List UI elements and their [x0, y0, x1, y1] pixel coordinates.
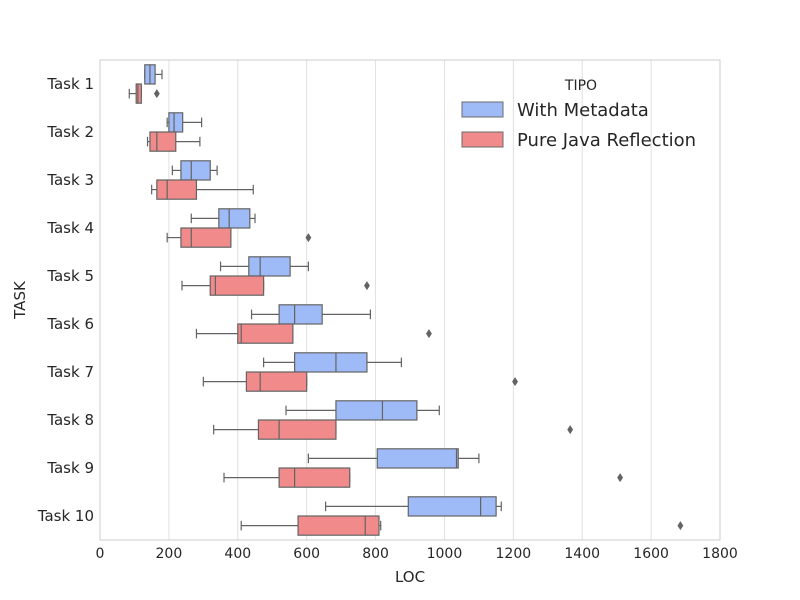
x-tick-label: 200	[156, 546, 183, 562]
box	[278, 467, 351, 488]
y-tick-label: Task 10	[37, 507, 94, 525]
outlier-point	[677, 521, 684, 531]
box	[257, 419, 337, 440]
box	[218, 208, 251, 229]
plot-frame	[99, 59, 721, 541]
outlier-point	[512, 377, 518, 387]
x-tick-label: 400	[224, 546, 251, 562]
box	[209, 275, 265, 296]
outlier-point	[617, 473, 624, 483]
outlier-point	[364, 281, 370, 291]
y-tick-label: Task 2	[46, 123, 94, 141]
box	[248, 256, 291, 277]
box	[168, 112, 184, 133]
outlier-point	[305, 233, 312, 243]
x-tick-label: 1000	[427, 546, 463, 562]
x-tick-label: 0	[96, 546, 105, 562]
y-tick-label: Task 9	[46, 459, 94, 477]
x-axis-label: LOC	[395, 568, 425, 586]
box	[376, 448, 459, 469]
x-tick-label: 800	[362, 546, 389, 562]
y-tick-label: Task 7	[46, 363, 94, 381]
y-tick-label: Task 4	[46, 219, 94, 237]
x-tick-label: 1600	[633, 546, 669, 562]
x-tick-labels: 0 200 400 600 800 1000 1200 1400 1600 1800	[96, 546, 738, 562]
x-tick-label: 1200	[496, 546, 532, 562]
legend-title: TIPO	[564, 78, 597, 94]
box	[149, 131, 177, 152]
box	[245, 371, 308, 392]
legend-label-with-metadata: With Metadata	[517, 100, 649, 121]
outlier-point	[153, 89, 160, 99]
box	[180, 160, 211, 181]
box	[278, 304, 323, 325]
y-tick-label: Task 3	[46, 171, 94, 189]
outlier-point	[567, 425, 574, 435]
y-tick-label: Task 8	[46, 411, 94, 429]
x-tick-label: 600	[293, 546, 320, 562]
box	[156, 179, 198, 200]
outlier-point	[426, 329, 432, 339]
x-tick-label: 1400	[564, 546, 600, 562]
y-tick-label: Task 1	[46, 75, 94, 93]
box-series	[128, 64, 684, 536]
box	[294, 352, 368, 373]
legend: TIPO With Metadata Pure Java Reflection	[461, 78, 696, 151]
legend-swatch-with-metadata	[461, 101, 504, 118]
box	[407, 496, 497, 517]
y-tick-labels: Task 1 Task 2 Task 3 Task 4 Task 5 Task 6 Task…	[37, 75, 94, 525]
box	[237, 323, 294, 344]
box	[135, 83, 142, 104]
y-tick-label: Task 5	[46, 267, 94, 285]
box	[335, 400, 418, 421]
y-axis-label: TASK	[11, 280, 29, 320]
box	[180, 227, 232, 248]
box	[297, 515, 380, 536]
legend-swatch-pure-java-reflection	[461, 131, 504, 148]
legend-label-pure-java-reflection: Pure Java Reflection	[517, 130, 696, 151]
x-tick-label: 1800	[702, 546, 738, 562]
y-tick-label: Task 6	[46, 315, 94, 333]
